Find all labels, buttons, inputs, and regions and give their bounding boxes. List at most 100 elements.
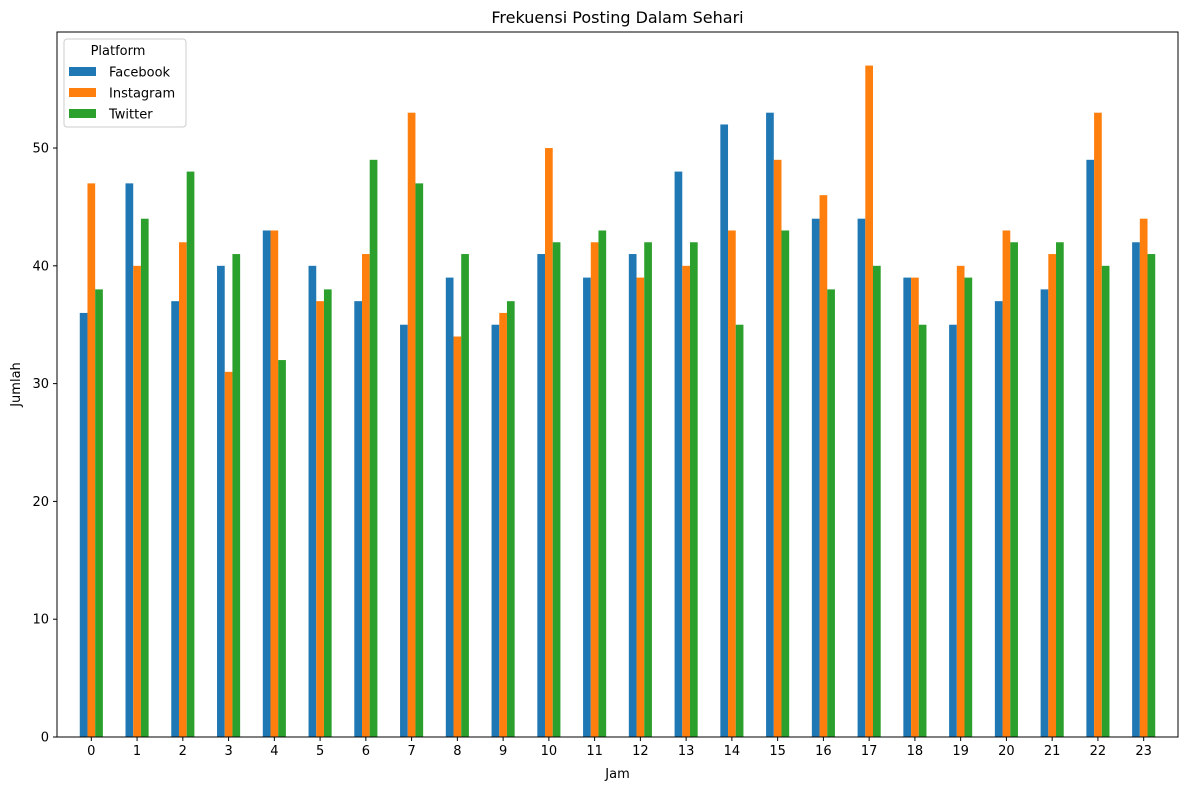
bar-twitter-23 bbox=[1147, 254, 1156, 738]
x-tick-label: 8 bbox=[453, 744, 461, 759]
legend-label-instagram: Instagram bbox=[109, 87, 175, 102]
bar-twitter-16 bbox=[827, 289, 835, 737]
y-tick-label: 40 bbox=[32, 259, 49, 274]
x-tick-label: 4 bbox=[270, 744, 278, 759]
bar-instagram-14 bbox=[728, 230, 736, 738]
x-tick-label: 11 bbox=[586, 744, 603, 759]
x-tick-label: 1 bbox=[133, 744, 141, 759]
bar-instagram-6 bbox=[362, 254, 370, 738]
x-tick-label: 10 bbox=[541, 744, 558, 759]
x-tick-label: 23 bbox=[1135, 744, 1152, 759]
bar-twitter-14 bbox=[735, 324, 744, 737]
bar-facebook-4 bbox=[262, 230, 271, 738]
y-tick-label: 10 bbox=[32, 613, 49, 628]
bar-facebook-7 bbox=[400, 324, 408, 737]
bar-facebook-11 bbox=[583, 277, 591, 737]
x-tick-label: 12 bbox=[632, 744, 649, 759]
bar-facebook-20 bbox=[994, 301, 1003, 737]
bar-facebook-9 bbox=[491, 324, 500, 737]
x-tick-label: 0 bbox=[87, 744, 95, 759]
x-tick-label: 14 bbox=[724, 744, 741, 759]
bar-twitter-12 bbox=[644, 242, 652, 737]
x-tick-label: 13 bbox=[678, 744, 695, 759]
bar-twitter-19 bbox=[964, 277, 973, 737]
legend-swatch-twitter bbox=[69, 109, 96, 118]
y-tick-label: 50 bbox=[32, 142, 49, 157]
legend-swatch-instagram bbox=[69, 88, 96, 97]
x-tick-label: 22 bbox=[1090, 744, 1107, 759]
bar-twitter-7 bbox=[415, 183, 424, 737]
bar-instagram-20 bbox=[1002, 230, 1011, 738]
x-tick-label: 18 bbox=[907, 744, 924, 759]
bar-facebook-1 bbox=[125, 183, 134, 737]
legend-swatch-facebook bbox=[69, 67, 96, 76]
x-tick-label: 2 bbox=[179, 744, 187, 759]
x-axis: 0 1 2 3 4 5 6 7 8 9 10 11 12 13 14 15 16 17 18 19 20 21 22 23 bbox=[87, 737, 1152, 759]
x-tick-label: 5 bbox=[316, 744, 324, 759]
y-tick-label: 0 bbox=[41, 731, 49, 746]
bar-twitter-4 bbox=[278, 360, 286, 737]
y-axis-label: Jumlah bbox=[9, 362, 24, 408]
y-tick-label: 30 bbox=[32, 377, 49, 392]
x-tick-label: 17 bbox=[861, 744, 878, 759]
y-tick-label: 20 bbox=[32, 495, 49, 510]
bar-twitter-6 bbox=[369, 159, 378, 737]
bar-instagram-1 bbox=[133, 265, 141, 737]
bar-facebook-22 bbox=[1086, 159, 1095, 737]
bar-twitter-3 bbox=[232, 254, 241, 738]
bar-facebook-16 bbox=[811, 218, 820, 737]
bar-instagram-3 bbox=[224, 371, 233, 737]
bar-facebook-14 bbox=[720, 124, 729, 738]
legend-box bbox=[63, 38, 187, 128]
bar-twitter-20 bbox=[1010, 242, 1018, 737]
bar-instagram-8 bbox=[453, 336, 462, 737]
bar-instagram-18 bbox=[911, 277, 919, 737]
bar-twitter-13 bbox=[689, 242, 698, 737]
chart-title: Frekuensi Posting Dalam Sehari bbox=[491, 8, 743, 27]
bar-instagram-15 bbox=[773, 159, 782, 737]
x-axis-label: Jam bbox=[604, 767, 629, 782]
plot-frame bbox=[56, 31, 1179, 738]
bars-layer bbox=[79, 65, 1156, 738]
bar-facebook-2 bbox=[171, 301, 179, 737]
y-axis: 0 10 20 30 40 50 bbox=[32, 142, 57, 746]
bar-twitter-10 bbox=[552, 242, 561, 737]
bar-facebook-6 bbox=[354, 301, 362, 737]
x-tick-label: 16 bbox=[815, 744, 832, 759]
bar-twitter-8 bbox=[461, 254, 469, 738]
bar-twitter-9 bbox=[506, 301, 515, 737]
x-tick-label: 15 bbox=[769, 744, 786, 759]
bar-facebook-23 bbox=[1132, 242, 1140, 737]
bar-twitter-1 bbox=[140, 218, 149, 737]
bar-facebook-8 bbox=[445, 277, 454, 737]
x-tick-label: 9 bbox=[499, 744, 507, 759]
bar-instagram-16 bbox=[819, 195, 828, 737]
bar-facebook-17 bbox=[857, 218, 866, 737]
bar-instagram-19 bbox=[956, 265, 965, 737]
bar-instagram-21 bbox=[1048, 254, 1057, 738]
bar-facebook-15 bbox=[766, 112, 774, 737]
bar-twitter-5 bbox=[323, 289, 332, 737]
x-tick-label: 7 bbox=[407, 744, 415, 759]
bar-facebook-21 bbox=[1040, 289, 1049, 737]
bar-instagram-22 bbox=[1094, 112, 1102, 737]
bar-instagram-23 bbox=[1139, 218, 1148, 737]
bar-facebook-0 bbox=[79, 312, 88, 737]
bar-twitter-21 bbox=[1056, 242, 1064, 737]
bar-instagram-9 bbox=[499, 312, 507, 737]
bar-instagram-4 bbox=[270, 230, 279, 738]
bar-facebook-10 bbox=[537, 254, 546, 738]
bar-facebook-5 bbox=[308, 265, 317, 737]
legend-label-facebook: Facebook bbox=[109, 66, 171, 81]
legend: Platform Facebook Instagram Twitter bbox=[63, 38, 187, 128]
bar-facebook-19 bbox=[949, 324, 957, 737]
x-tick-label: 21 bbox=[1044, 744, 1061, 759]
bar-twitter-11 bbox=[598, 230, 607, 738]
bar-twitter-17 bbox=[873, 265, 881, 737]
x-tick-label: 3 bbox=[224, 744, 232, 759]
bar-twitter-0 bbox=[95, 289, 103, 737]
bar-instagram-0 bbox=[87, 183, 96, 737]
bar-instagram-11 bbox=[590, 242, 599, 737]
x-tick-label: 19 bbox=[952, 744, 969, 759]
